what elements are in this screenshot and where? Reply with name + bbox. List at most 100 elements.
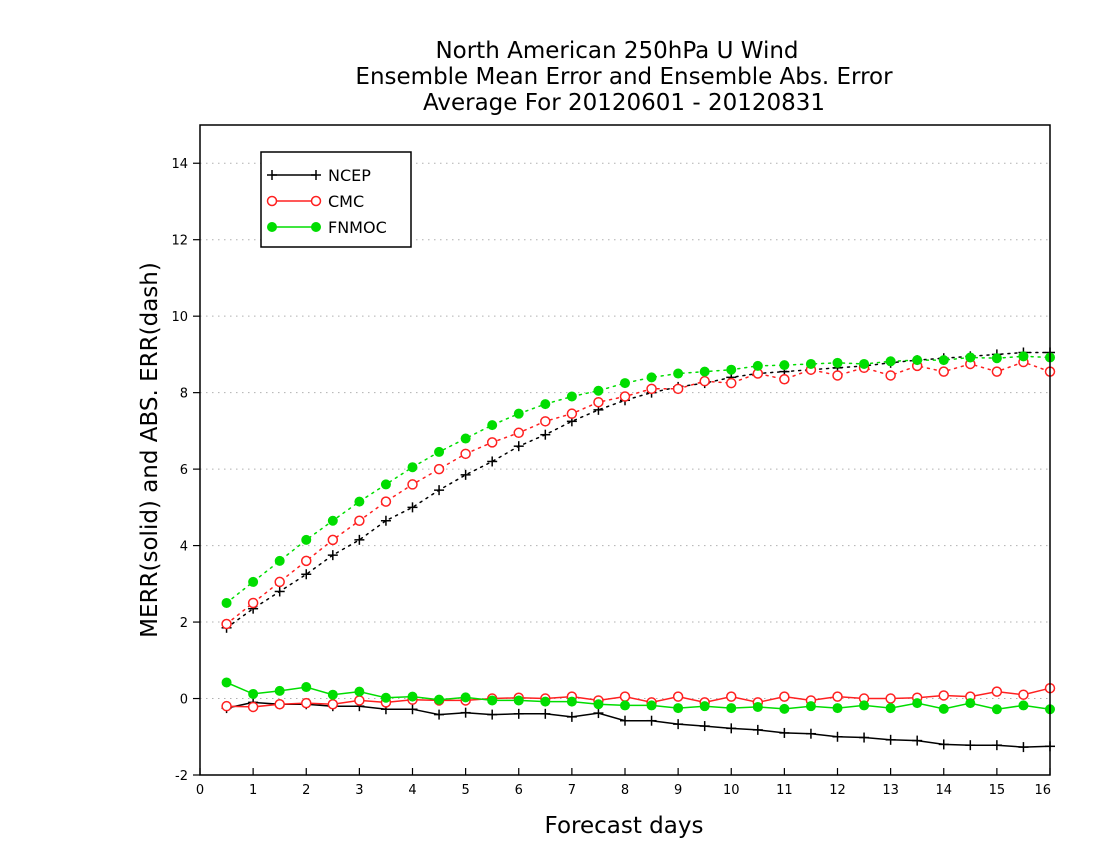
ncep-mean-error-point: [593, 708, 604, 719]
ncep-abs-error-point: [540, 429, 551, 440]
ncep-abs-error-point: [380, 515, 391, 526]
ncep-mean-error-point: [912, 735, 923, 746]
fnmoc-mean-error-point: [248, 688, 259, 699]
ncep-mean-error-point: [646, 715, 657, 726]
cmc-abs-error-point: [938, 366, 949, 377]
fnmoc-abs-error-point: [593, 385, 604, 396]
cmc-abs-error-point: [301, 555, 312, 567]
fnmoc-mean-error-point: [938, 703, 949, 714]
fnmoc-mean-error-point: [673, 703, 684, 714]
fnmoc-abs-error-point: [566, 391, 577, 402]
cmc-abs-error-point: [513, 427, 524, 439]
cmc-abs-error-point: [672, 383, 684, 395]
cmc-abs-error-point: [247, 597, 259, 609]
x-tick-label: 14: [935, 783, 952, 798]
x-tick-label: 13: [882, 783, 899, 798]
fnmoc-abs-error-point: [805, 358, 816, 369]
fnmoc-abs-error-point: [460, 433, 471, 444]
cmc-abs-error-point: [221, 618, 232, 630]
x-tick-label: 0: [196, 783, 204, 798]
x-tick-label: 2: [302, 783, 310, 798]
fnmoc-mean-error-point: [274, 685, 285, 696]
x-tick-label: 1: [249, 783, 257, 798]
legend-marker-fnmoc: [311, 222, 321, 232]
fnmoc-abs-error-point: [513, 408, 524, 419]
ncep-mean-error-point: [434, 709, 445, 720]
ncep-abs-error-point: [407, 502, 418, 513]
ncep-abs-error-point: [354, 534, 365, 545]
x-tick-label: 7: [568, 783, 576, 798]
legend-marker-fnmoc: [267, 222, 277, 232]
fnmoc-mean-error-point: [460, 692, 471, 703]
fnmoc-abs-error-point: [752, 360, 763, 371]
fnmoc-mean-error-point: [354, 686, 365, 697]
fnmoc-mean-error-point: [327, 689, 338, 700]
fnmoc-mean-error-point: [779, 703, 790, 714]
fnmoc-abs-error-point: [859, 358, 870, 369]
ncep-abs-error-point: [460, 469, 471, 480]
ncep-mean-error-point: [726, 723, 737, 734]
y-tick-label: 12: [171, 234, 188, 249]
cmc-abs-error-point: [779, 374, 790, 385]
x-tick-label: 16: [1034, 783, 1051, 798]
cmc-mean-error-point: [274, 699, 285, 710]
cmc-mean-error-point: [301, 697, 312, 709]
cmc-abs-error-point: [991, 366, 1003, 377]
legend: NCEP CMC FNMOC: [260, 151, 412, 248]
cmc-abs-error-point: [699, 375, 710, 387]
fnmoc-mean-error-point: [859, 700, 870, 711]
x-tick-label: 3: [355, 783, 363, 798]
cmc-abs-error-point: [726, 377, 737, 389]
cmc-abs-error-point: [327, 534, 339, 546]
chart-title-line-3: Average For 20120601 - 20120831: [423, 90, 825, 116]
cmc-abs-error-point: [646, 383, 657, 395]
y-tick-label: 4: [180, 540, 188, 555]
cmc-mean-error-point: [672, 691, 684, 702]
cmc-mean-error-point: [832, 691, 843, 702]
ncep-abs-error-point: [513, 441, 524, 452]
fnmoc-abs-error-point: [301, 534, 312, 545]
x-tick-label: 4: [408, 783, 416, 798]
fnmoc-abs-error-point: [620, 378, 630, 389]
ncep-mean-error-point: [859, 732, 870, 743]
fnmoc-abs-error-point: [487, 420, 498, 431]
cmc-abs-error-point: [407, 479, 418, 490]
cmc-mean-error-point: [991, 686, 1003, 697]
cmc-mean-error-point: [779, 691, 790, 702]
fnmoc-mean-error-point: [380, 692, 391, 703]
ncep-mean-error-point: [407, 704, 418, 715]
legend-marker-ncep: [267, 170, 277, 180]
x-tick-label: 11: [776, 783, 793, 798]
ncep-mean-error-point: [1018, 742, 1029, 753]
fnmoc-abs-error-point: [673, 368, 684, 379]
ncep-mean-error-point: [832, 731, 843, 742]
ncep-mean-error-point: [699, 721, 710, 732]
cmc-abs-error-point: [885, 370, 896, 381]
cmc-abs-error-point: [593, 396, 604, 408]
x-axis-title: Forecast days: [545, 813, 704, 839]
ncep-mean-error-point: [938, 739, 949, 750]
legend-marker-ncep: [311, 170, 321, 180]
cmc-abs-error-point: [274, 576, 285, 588]
fnmoc-mean-error-point: [885, 703, 896, 714]
ncep-mean-error-point: [620, 715, 630, 726]
fnmoc-mean-error-point: [301, 682, 312, 693]
x-tick-label: 10: [723, 783, 740, 798]
fnmoc-abs-error-point: [221, 597, 232, 608]
cmc-mean-error-point: [247, 701, 259, 713]
ncep-mean-error-point: [487, 709, 498, 720]
cmc-mean-error-point: [619, 691, 631, 702]
fnmoc-abs-error-point: [646, 372, 657, 383]
ncep-mean-error-point: [540, 708, 551, 719]
ncep-mean-error-point: [566, 711, 577, 722]
series-layer: [221, 347, 1056, 753]
fnmoc-mean-error-point: [646, 700, 657, 711]
fnmoc-mean-error-point: [1018, 700, 1029, 711]
y-tick-label: 10: [171, 310, 188, 325]
x-tick-label: 6: [515, 783, 523, 798]
fnmoc-abs-error-point: [407, 462, 418, 473]
cmc-abs-error-point: [566, 408, 578, 419]
x-tick-label: 15: [989, 783, 1006, 798]
